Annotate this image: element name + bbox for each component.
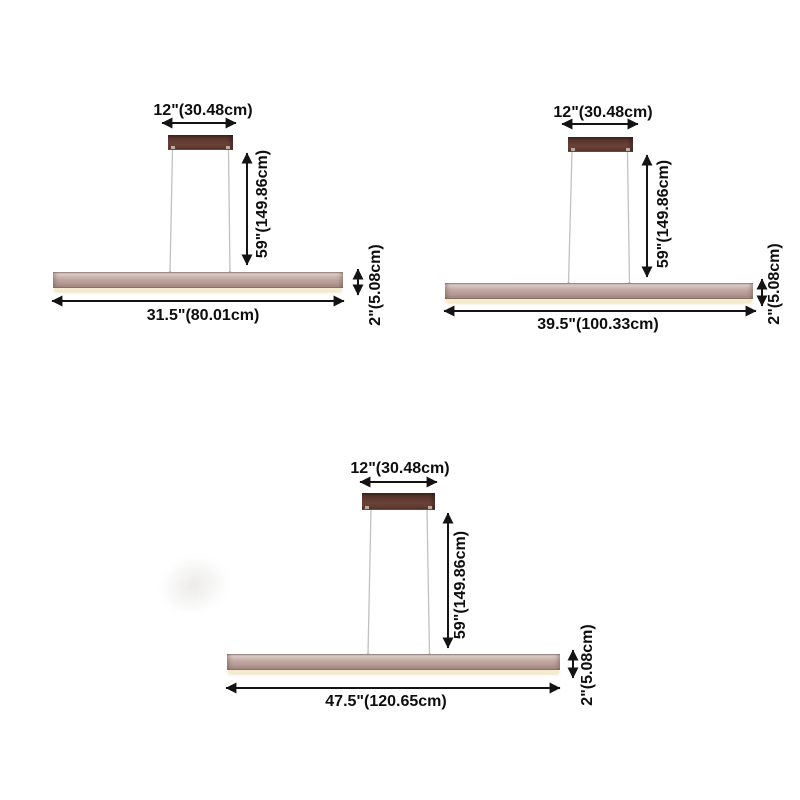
drop-height-label: 59"(149.86cm) bbox=[254, 149, 271, 259]
dimension-lines-and-wires bbox=[225, 476, 579, 694]
bar-length-label: 31.5"(80.01cm) bbox=[146, 307, 260, 324]
drop-height-label: 59"(149.86cm) bbox=[655, 159, 672, 269]
ceiling-canopy bbox=[168, 135, 233, 150]
light-bar bbox=[445, 283, 753, 302]
bar-length-label: 47.5"(120.65cm) bbox=[325, 693, 447, 710]
canopy-width-label: 12"(30.48cm) bbox=[350, 460, 450, 477]
canopy-width-label: 12"(30.48cm) bbox=[153, 102, 253, 119]
canopy-width-label: 12"(30.48cm) bbox=[553, 104, 653, 121]
diagram-variant-31-5: 12"(30.48cm) 59"(149.86cm) 2"(5.08cm) 31… bbox=[40, 95, 410, 340]
bar-height-label: 2"(5.08cm) bbox=[579, 624, 596, 706]
drop-height-label: 59"(149.86cm) bbox=[452, 530, 469, 640]
suspension-wire-left bbox=[367, 509, 372, 655]
light-bar bbox=[53, 272, 343, 291]
diagram-variant-39-5: 12"(30.48cm) 59"(149.86cm) 2"(5.08cm) 39… bbox=[430, 95, 800, 345]
suspension-wire-right bbox=[227, 149, 231, 273]
ceiling-canopy bbox=[568, 137, 633, 152]
bar-length-label: 39.5"(100.33cm) bbox=[537, 316, 659, 333]
bar-height-label: 2"(5.08cm) bbox=[766, 243, 783, 325]
light-bar bbox=[227, 654, 560, 673]
suspension-wire-right bbox=[626, 151, 631, 284]
dimension-lines-and-wires bbox=[443, 118, 768, 317]
suspension-wire-left bbox=[169, 149, 174, 273]
suspension-wire-left bbox=[567, 151, 573, 284]
suspension-wire-right bbox=[426, 509, 431, 655]
diagram-variant-47-5: 12"(30.48cm) 59"(149.86cm) 2"(5.08cm) 47… bbox=[200, 450, 610, 720]
bar-height-label: 2"(5.08cm) bbox=[367, 244, 384, 326]
dimension-lines-and-wires bbox=[51, 117, 364, 307]
ceiling-canopy bbox=[362, 493, 435, 510]
